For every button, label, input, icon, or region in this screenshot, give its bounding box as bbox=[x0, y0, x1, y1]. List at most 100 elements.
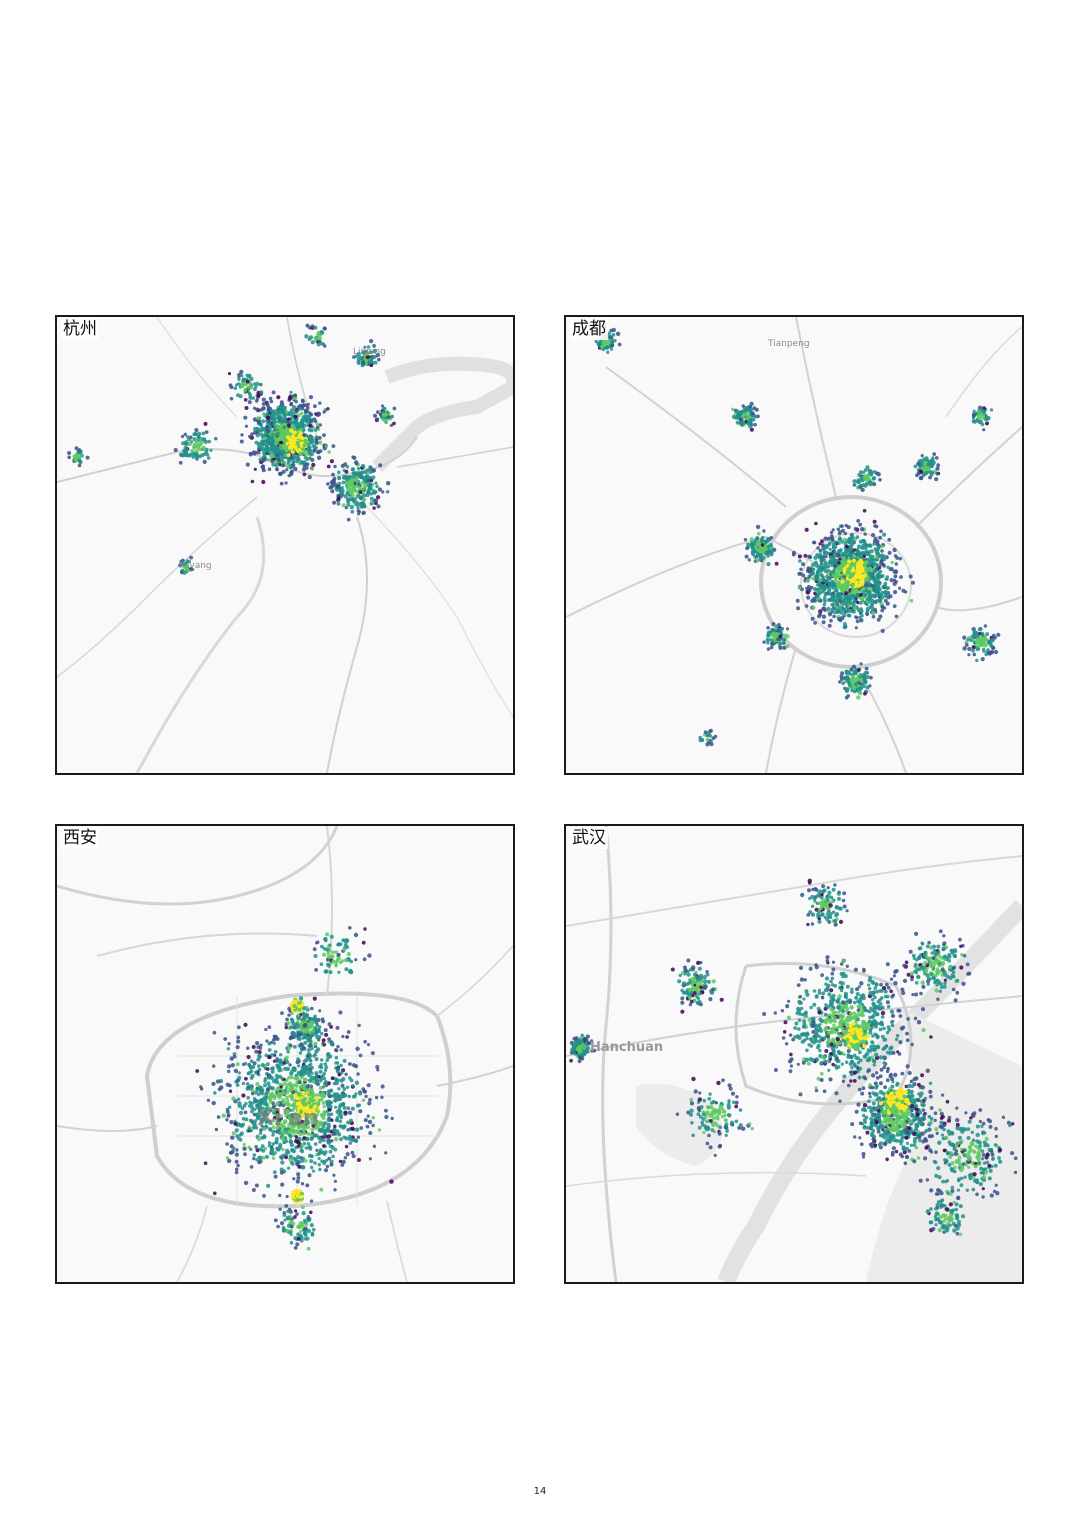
activity-point bbox=[357, 1158, 361, 1162]
activity-point bbox=[295, 1179, 300, 1184]
activity-point bbox=[243, 1180, 249, 1186]
activity-point bbox=[274, 441, 279, 446]
activity-point bbox=[280, 1156, 284, 1160]
activity-point bbox=[760, 535, 765, 540]
activity-point bbox=[309, 1065, 314, 1070]
activity-point bbox=[264, 1027, 268, 1032]
activity-point bbox=[344, 967, 349, 972]
activity-point bbox=[872, 588, 877, 593]
activity-point bbox=[277, 1068, 282, 1073]
activity-point bbox=[291, 434, 295, 439]
activity-point bbox=[876, 617, 881, 622]
activity-point bbox=[286, 1101, 290, 1106]
activity-point bbox=[317, 340, 321, 344]
activity-point bbox=[858, 691, 863, 696]
activity-point bbox=[318, 1167, 322, 1172]
activity-point bbox=[300, 399, 305, 404]
activity-point bbox=[355, 476, 359, 480]
activity-point bbox=[231, 1146, 236, 1151]
activity-point bbox=[313, 1014, 317, 1019]
activity-point bbox=[324, 938, 328, 943]
activity-point bbox=[269, 413, 274, 418]
activity-point bbox=[304, 1159, 308, 1163]
activity-point bbox=[348, 487, 352, 491]
activity-point bbox=[874, 600, 878, 605]
activity-point bbox=[293, 1076, 297, 1081]
activity-point bbox=[821, 620, 826, 625]
activity-point bbox=[869, 557, 874, 562]
activity-point bbox=[268, 396, 273, 401]
activity-point bbox=[226, 1114, 231, 1118]
activity-point bbox=[77, 454, 82, 459]
activity-point bbox=[314, 441, 319, 445]
activity-point bbox=[243, 398, 248, 402]
activity-point bbox=[270, 421, 274, 425]
activity-point bbox=[840, 671, 845, 676]
activity-point bbox=[248, 385, 253, 390]
activity-point bbox=[257, 451, 261, 455]
activity-point bbox=[289, 441, 294, 446]
map-xian bbox=[57, 826, 513, 1282]
activity-point bbox=[293, 445, 298, 450]
activity-point bbox=[828, 555, 833, 560]
activity-point bbox=[239, 1131, 244, 1136]
activity-point bbox=[337, 493, 342, 498]
activity-point bbox=[840, 528, 845, 533]
activity-point bbox=[375, 417, 380, 422]
activity-point bbox=[876, 472, 881, 477]
activity-point bbox=[341, 1094, 346, 1099]
activity-point bbox=[323, 1028, 328, 1033]
activity-point bbox=[831, 581, 835, 585]
activity-point bbox=[316, 1028, 321, 1034]
activity-point bbox=[769, 637, 773, 642]
activity-point bbox=[225, 1109, 230, 1114]
activity-point bbox=[840, 524, 844, 528]
activity-point bbox=[271, 1133, 275, 1137]
activity-point bbox=[323, 1068, 328, 1072]
activity-point bbox=[746, 416, 750, 421]
activity-point bbox=[373, 349, 377, 353]
activity-point bbox=[312, 448, 317, 453]
activity-point bbox=[261, 1155, 266, 1160]
activity-point bbox=[240, 1106, 245, 1111]
activity-point bbox=[296, 1036, 301, 1041]
activity-point bbox=[316, 411, 322, 417]
activity-point bbox=[980, 422, 985, 427]
activity-point bbox=[279, 440, 283, 445]
activity-point bbox=[196, 443, 201, 448]
activity-point bbox=[344, 469, 349, 474]
activity-point bbox=[849, 667, 853, 671]
activity-point bbox=[302, 443, 307, 448]
activity-point bbox=[291, 1083, 296, 1087]
activity-point bbox=[311, 1123, 316, 1128]
activity-point bbox=[346, 952, 351, 957]
activity-point bbox=[368, 359, 373, 365]
activity-point bbox=[293, 1112, 298, 1116]
activity-point bbox=[286, 453, 291, 458]
activity-point bbox=[371, 475, 376, 480]
activity-point bbox=[276, 1065, 280, 1070]
activity-point bbox=[289, 403, 293, 407]
activity-point bbox=[310, 324, 315, 328]
activity-point bbox=[366, 1114, 370, 1118]
activity-point bbox=[332, 1127, 337, 1133]
activity-point bbox=[872, 519, 877, 524]
activity-point bbox=[865, 675, 870, 680]
activity-point bbox=[285, 1095, 289, 1100]
activity-point bbox=[256, 420, 262, 425]
activity-point bbox=[776, 628, 780, 633]
activity-point bbox=[354, 1127, 360, 1132]
activity-point bbox=[858, 554, 863, 558]
activity-point bbox=[609, 339, 614, 345]
activity-point bbox=[610, 343, 615, 348]
activity-point bbox=[322, 1093, 327, 1098]
activity-point bbox=[314, 1057, 319, 1062]
activity-point bbox=[296, 448, 301, 453]
activity-point bbox=[731, 407, 735, 411]
activity-point bbox=[251, 1045, 256, 1049]
activity-point bbox=[229, 1120, 234, 1125]
activity-point bbox=[232, 1054, 237, 1059]
activity-point bbox=[264, 1120, 269, 1124]
activity-point bbox=[267, 1144, 272, 1148]
activity-point bbox=[874, 548, 879, 553]
